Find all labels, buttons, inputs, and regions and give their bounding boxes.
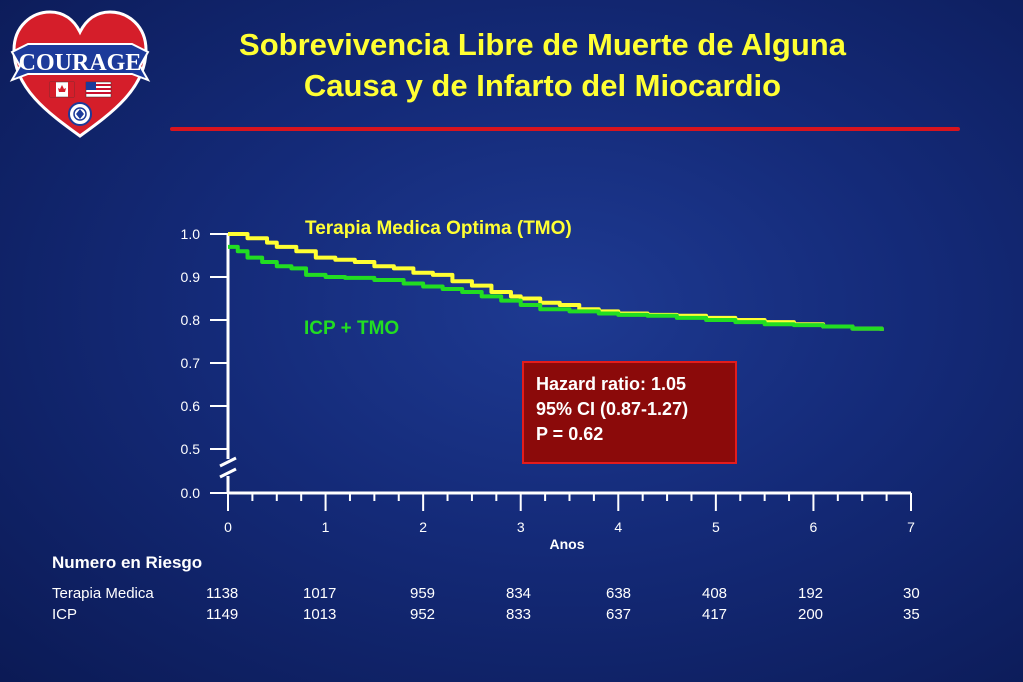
risk-table-title: Numero en Riesgo	[52, 553, 203, 572]
x-axis-label: Anos	[550, 536, 585, 552]
p-value-text: P = 0.62	[536, 424, 604, 444]
confidence-interval-text: 95% CI (0.87-1.27)	[536, 399, 689, 419]
logo-text: COURAGE	[19, 50, 142, 76]
series-line-icp	[228, 244, 884, 331]
risk-cell: 192	[798, 585, 824, 602]
risk-cell: 833	[506, 606, 532, 623]
x-tick-label: 6	[810, 519, 818, 535]
y-tick-label: 1.0	[181, 226, 201, 242]
risk-cell: 952	[410, 606, 436, 623]
x-tick-label: 0	[224, 519, 232, 535]
risk-cell: 35	[903, 606, 920, 623]
x-tick-label: 3	[517, 519, 525, 535]
slide-title-line2: Causa y de Infarto del Miocardio	[303, 68, 782, 103]
axis-break-mark	[219, 456, 237, 468]
x-tick-label: 7	[907, 519, 915, 535]
risk-cell: 637	[606, 606, 632, 623]
chart-series	[228, 232, 884, 331]
axis-break-mark	[219, 467, 237, 479]
risk-cell: 30	[903, 585, 920, 602]
series-line-tmo	[228, 232, 884, 331]
y-tick-label: 0.0	[181, 485, 201, 501]
risk-cell: 200	[798, 606, 824, 623]
risk-cell: 408	[702, 585, 728, 602]
risk-cell: 1149	[206, 606, 239, 623]
y-tick-label: 0.6	[181, 398, 201, 414]
y-tick-label: 0.8	[181, 312, 201, 328]
risk-cell: 417	[702, 606, 728, 623]
risk-cell: 638	[606, 585, 632, 602]
y-tick-label: 0.7	[181, 355, 201, 371]
series-label-icp: ICP + TMO	[304, 318, 399, 339]
risk-row-label: Terapia Medica	[52, 585, 154, 602]
slide-title-line1: Sobrevivencia Libre de Muerte de Alguna	[239, 27, 846, 62]
x-tick-label: 1	[322, 519, 330, 535]
hazard-ratio-box: Hazard ratio: 1.05 95% CI (0.87-1.27) P …	[522, 361, 737, 464]
x-tick-label: 5	[712, 519, 720, 535]
risk-row-label: ICP	[52, 606, 78, 623]
risk-table-row: ICP 1149 1013 952 833 637 417 200 35	[0, 606, 1023, 626]
x-tick-label: 2	[419, 519, 427, 535]
risk-cell: 1017	[303, 585, 337, 602]
usa-flag-icon	[85, 81, 112, 98]
canada-flag-icon	[49, 81, 75, 98]
risk-cell: 834	[506, 585, 532, 602]
title-underline	[170, 127, 960, 131]
risk-table-row: Terapia Medica 1138 1017 959 834 638 408 192 30	[0, 585, 1023, 605]
slide-title: Sobrevivencia Libre de Muerte de Alguna …	[150, 24, 935, 106]
risk-cell: 1138	[206, 585, 239, 602]
chart-axes: 1.0 0.9 0.8 0.7 0.6 0.5 0.0 0 1 2 3 4 5 6 7	[181, 226, 916, 535]
risk-cell: 1013	[303, 606, 337, 623]
risk-cell: 959	[410, 585, 436, 602]
hazard-ratio-text: Hazard ratio: 1.05	[536, 374, 687, 394]
y-tick-label: 0.9	[181, 269, 201, 285]
y-tick-label: 0.5	[181, 441, 201, 457]
x-tick-label: 4	[614, 519, 622, 535]
logo-banner	[9, 43, 151, 82]
courage-logo: COURAGE	[9, 10, 151, 138]
va-seal-icon	[68, 102, 92, 126]
series-label-tmo: Terapia Medica Optima (TMO)	[305, 218, 572, 239]
